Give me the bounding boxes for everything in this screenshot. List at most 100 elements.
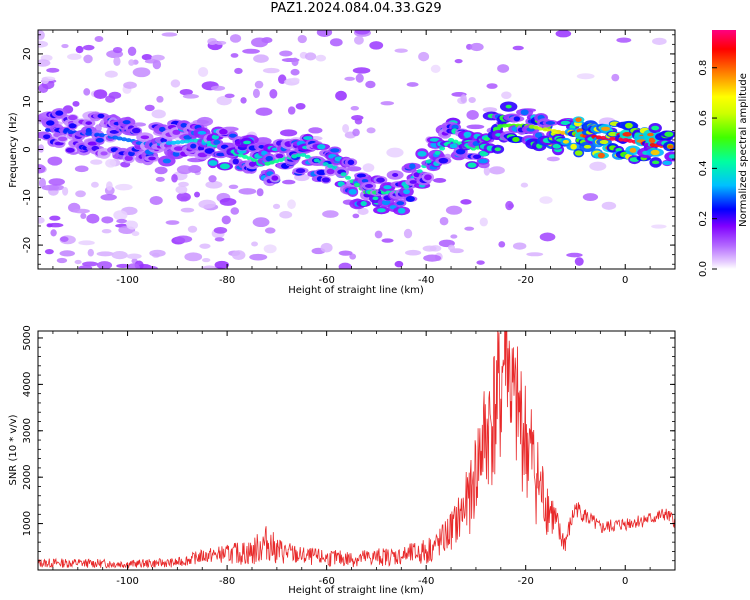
heatmap-cell [450,234,458,239]
x-tick-label: -100 [116,576,139,587]
heatmap-peak [340,172,347,177]
heatmap-cell [184,252,203,262]
heatmap-cell [132,67,151,78]
heatmap-cell [165,220,180,225]
heatmap-cell [575,117,582,123]
snr-panel: -100 -80 -60 -40 -20 0 1000 2000 3000 4000 5000 H… [8,325,676,596]
heatmap-cell [326,168,335,175]
heatmap-cell [601,201,617,210]
heatmap-cell [87,141,98,146]
heatmap-cell [505,200,514,211]
heatmap-cell [173,146,184,151]
heatmap-cell [113,210,128,221]
heatmap-cell [356,173,366,178]
heatmap-cell [174,235,193,243]
heatmap-cell [179,88,193,96]
heatmap-cell [409,180,417,184]
heatmap-cell [256,188,264,197]
heatmap-peak [434,150,441,155]
heatmap-peak [183,139,190,144]
heatmap-cell [141,54,153,61]
heatmap-cell [155,176,165,182]
heatmap-cell [199,243,211,249]
heatmap-cell [460,199,472,205]
heatmap-cell [75,190,86,198]
heatmap-cell [463,131,472,138]
heatmap-cell [228,184,239,189]
chart-title: PAZ1.2024.084.04.33.G29 [270,1,442,16]
heatmap-cell [65,147,75,153]
heatmap-cell [361,179,369,183]
heatmap-cell [353,35,364,45]
heatmap-cell [290,68,300,76]
heatmap-cell [68,114,78,121]
heatmap-cell [338,250,353,256]
heatmap-cell [403,228,413,239]
heatmap-peak [300,152,307,157]
heatmap-cell [230,207,240,215]
heatmap-cell [252,217,270,228]
heatmap-cell [552,143,562,149]
heatmap-cell [349,253,357,260]
heatmap-peak [67,130,74,135]
heatmap-cell [494,147,501,152]
heatmap-cell [219,128,228,135]
heatmap-cell [57,136,68,142]
heatmap-cell [608,131,618,137]
heatmap-cell [271,175,279,181]
heatmap-cell [67,53,82,60]
y-tick-label: 2000 [22,464,33,489]
heatmap-cell [161,32,178,37]
heatmap-cell [369,41,384,50]
heatmap-cell [624,122,633,129]
heatmap-cell [116,218,128,224]
colorbar: 0.0 0.2 0.4 0.6 0.8 Normalized spectral ampl… [698,30,749,277]
heatmap-cell [111,250,128,260]
heatmap-cell [467,162,477,168]
heatmap-cell [126,263,140,269]
heatmap-cell [43,134,51,140]
heatmap-peak [345,175,352,180]
heatmap-cell [100,193,117,201]
heatmap-cell [622,132,632,137]
snr-x-ticks: -100 -80 -60 -40 -20 0 [52,331,676,587]
heatmap-cell [479,217,488,227]
heatmap-cell [128,59,135,66]
heatmap-cell [254,80,264,89]
heatmap-cell [208,175,217,183]
heatmap-peak [416,169,423,174]
spectrogram-y-axis-label: Frequency (Hz) [8,112,19,188]
heatmap-peak [403,184,410,189]
heatmap-cell [251,241,258,247]
heatmap-cell [172,129,181,135]
colorbar-tick-label: 0.8 [698,60,709,76]
heatmap-cell [342,123,350,133]
heatmap-cell [47,156,63,166]
heatmap-cell [213,227,228,234]
heatmap-cell [320,242,333,253]
heatmap-cell [545,121,556,125]
heatmap-peak [600,135,607,140]
heatmap-peak [452,139,459,144]
heatmap-cell [439,216,449,226]
snr-y-axis-label: SNR (10 * v/v) [8,414,19,485]
heatmap-cell [472,154,482,159]
heatmap-peak [497,124,504,129]
heatmap-cell [80,212,87,220]
heatmap-cell [104,70,118,78]
heatmap-cell [38,217,45,224]
heatmap-cell [304,52,317,61]
colorbar-gradient [712,30,736,269]
heatmap-cell [651,224,667,229]
heatmap-peak [353,182,360,187]
x-tick-label: -60 [318,576,334,587]
heatmap-cell [38,30,45,40]
heatmap-cell [197,67,209,77]
heatmap-cell [127,46,137,56]
heatmap-cell [539,196,553,204]
x-tick-label: -80 [219,576,235,587]
heatmap-cell [394,260,404,268]
heatmap-cell [243,140,252,145]
heatmap-cell [647,132,655,137]
